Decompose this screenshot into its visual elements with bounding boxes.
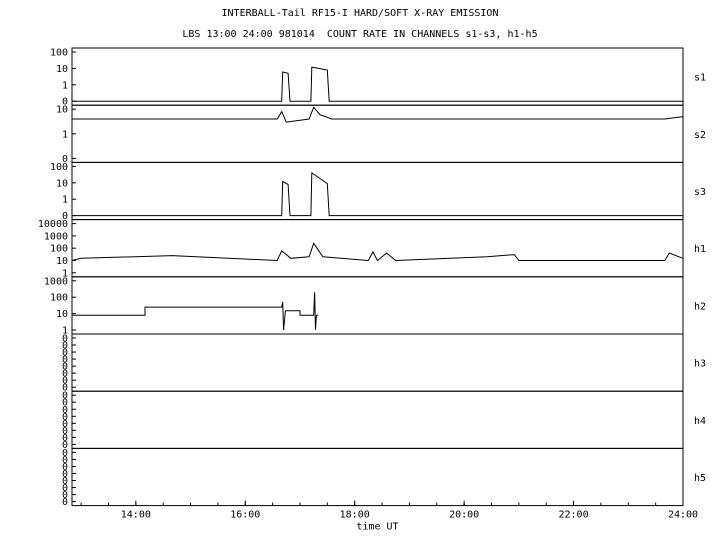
y-tick-label-h2: 10 <box>56 309 68 320</box>
panel-label-h5: h5 <box>694 473 706 484</box>
y-tick-label-h2: 100 <box>50 293 68 304</box>
y-tick-label-s2: 10 <box>56 105 68 116</box>
y-tick-label-s2: 0 <box>62 154 68 165</box>
panel-frame-h1 <box>71 219 684 278</box>
series-trace-s3 <box>72 171 683 217</box>
y-tick-label-h4: 0 <box>62 433 68 444</box>
y-tick-label-h1: 1000 <box>44 231 68 242</box>
x-tick-label: 20:00 <box>449 510 479 521</box>
x-tick-label: 24:00 <box>668 510 698 521</box>
y-tick-label-h3: 0 <box>62 348 68 359</box>
series-trace-h1 <box>71 242 684 262</box>
panel-frame-s2 <box>71 104 684 163</box>
y-tick-label-h3: 0 <box>62 362 68 373</box>
y-tick-label-s3: 10 <box>56 178 68 189</box>
y-tick-label-h5: 0 <box>62 455 68 466</box>
y-tick-label-h4: 0 <box>62 426 68 437</box>
series-trace-s1 <box>72 66 683 102</box>
x-tick-label: 18:00 <box>340 510 370 521</box>
panel-frame-s1 <box>71 47 684 106</box>
y-tick-label-s3: 1 <box>62 195 68 206</box>
y-tick-label-s1: 0 <box>62 97 68 108</box>
panel-frame-s3 <box>71 161 684 221</box>
panel-frame-h4 <box>71 390 684 449</box>
y-tick-label-h1: 10 <box>56 256 68 267</box>
y-tick-label-h5: 0 <box>62 483 68 494</box>
panel-label-h3: h3 <box>694 359 706 370</box>
y-tick-label-h1: 1 <box>62 268 68 279</box>
y-tick-label-h3: 0 <box>62 341 68 352</box>
panel-label-s2: s2 <box>694 130 706 141</box>
y-tick-label-h4: 0 <box>62 419 68 430</box>
panel-label-h2: h2 <box>694 301 706 312</box>
x-tick-label: 16:00 <box>230 510 260 521</box>
y-tick-label-h2: 1000 <box>44 276 68 287</box>
y-tick-label-h5: 0 <box>62 448 68 459</box>
chart-title: INTERBALL-Tail RF15-I HARD/SOFT X-RAY EM… <box>221 8 499 19</box>
y-tick-label-h5: 0 <box>62 490 68 501</box>
y-tick-label-h3: 0 <box>62 369 68 380</box>
y-tick-label-h4: 0 <box>62 398 68 409</box>
y-tick-label-h1: 10000 <box>38 219 68 230</box>
y-tick-label-h3: 0 <box>62 383 68 394</box>
y-tick-label-s3: 0 <box>62 211 68 222</box>
y-tick-label-h4: 0 <box>62 405 68 416</box>
x-tick-label: 22:00 <box>559 510 589 521</box>
panel-frame-h3 <box>71 333 684 392</box>
y-tick-label-h3: 0 <box>62 334 68 345</box>
y-tick-label-h4: 0 <box>62 440 68 451</box>
panel-label-h4: h4 <box>694 416 706 427</box>
y-tick-label-h1: 100 <box>50 244 68 255</box>
y-tick-label-s3: 100 <box>50 162 68 173</box>
chart-subtitle: LBS 13:00 24:00 981014 COUNT RATE IN CHA… <box>182 29 538 40</box>
y-tick-label-h5: 0 <box>62 469 68 480</box>
y-tick-label-h4: 0 <box>62 391 68 402</box>
series-trace-s2 <box>72 106 684 123</box>
panel-label-s3: s3 <box>694 187 706 198</box>
x-tick-label: 14:00 <box>121 510 151 521</box>
y-tick-label-h5: 0 <box>62 462 68 473</box>
y-tick-label-h3: 0 <box>62 376 68 387</box>
series-trace-h2 <box>72 292 319 331</box>
y-tick-label-h5: 0 <box>62 497 68 508</box>
y-tick-label-s1: 100 <box>50 48 68 59</box>
y-tick-label-s1: 10 <box>56 64 68 75</box>
y-tick-label-h2: 1 <box>62 326 68 337</box>
y-tick-label-h5: 0 <box>62 476 68 487</box>
x-axis-label: time UT <box>356 522 398 533</box>
y-tick-label-s1: 1 <box>62 80 68 91</box>
y-tick-label-h3: 0 <box>62 355 68 366</box>
panel-label-s1: s1 <box>694 73 706 84</box>
panel-frame-h2 <box>71 276 684 335</box>
panel-label-h1: h1 <box>694 244 706 255</box>
panel-frame-h5 <box>71 447 684 507</box>
y-tick-label-s2: 1 <box>62 129 68 140</box>
y-tick-label-h4: 0 <box>62 412 68 423</box>
